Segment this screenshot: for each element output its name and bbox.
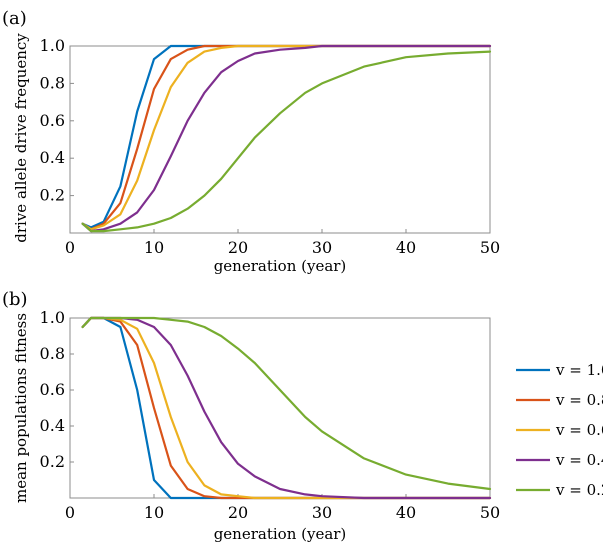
x-tick-label: 30: [312, 238, 332, 257]
panel-b: (b) 0 10 20 30 40 50 0.2 0.4 0.6 0.8 1.0 generati…: [2, 289, 500, 543]
panel-a-series: [81, 44, 492, 233]
panel-a-plot-frame: [69, 45, 491, 234]
legend-label: v = 1.0: [555, 361, 603, 379]
legend-label: v = 0.2: [555, 481, 603, 499]
legend: v = 1.0 v = 0.8 v = 0.6 v = 0.4 v = 0.2: [516, 361, 603, 499]
y-tick-label: 0.8: [40, 344, 65, 363]
x-tick-label: 20: [228, 238, 248, 257]
legend-label: v = 0.6: [555, 421, 603, 439]
y-tick-label: 0.4: [40, 148, 65, 167]
y-tick-label: 0.4: [40, 416, 65, 435]
series-line-08: [81, 316, 492, 500]
x-tick-label: 50: [480, 238, 500, 257]
series-line-06: [81, 316, 492, 500]
y-tick-label: 0.6: [40, 380, 65, 399]
panel-a-y-ticks: 0.2 0.4 0.6 0.8 1.0: [40, 36, 74, 205]
series-line-02: [81, 50, 492, 233]
legend-label: v = 0.8: [555, 391, 603, 409]
series-line-02: [81, 316, 492, 491]
x-tick-label: 20: [228, 503, 248, 522]
x-tick-label: 30: [312, 503, 332, 522]
panel-a-x-axis-label: generation (year): [214, 257, 347, 275]
panel-b-series: [81, 316, 492, 500]
series-line-04: [81, 44, 492, 233]
x-tick-label: 40: [396, 238, 416, 257]
y-tick-label: 0.6: [40, 111, 65, 130]
panel-b-plot-frame: [69, 317, 491, 499]
panel-b-y-axis-label: mean populations fitness: [12, 313, 30, 503]
panel-a-label: (a): [2, 8, 27, 29]
legend-label: v = 0.4: [555, 451, 603, 469]
y-tick-label: 1.0: [40, 36, 65, 55]
panel-a: (a) 0 10 20 30 40 50 0.2 0.4 0.6 0.8 1.0 generati…: [2, 8, 500, 275]
panel-b-x-ticks: 0 10 20 30 40 50: [65, 494, 500, 522]
y-tick-label: 0.2: [40, 186, 65, 205]
panel-a-x-ticks: 0 10 20 30 40 50: [65, 229, 500, 257]
series-line-04: [81, 316, 492, 500]
y-tick-label: 1.0: [40, 308, 65, 327]
series-line-10: [81, 44, 492, 229]
panel-a-y-axis-label: drive allele drive frequency: [12, 33, 30, 243]
y-tick-label: 0.8: [40, 73, 65, 92]
x-tick-label: 10: [144, 503, 164, 522]
panel-b-y-ticks: 0.2 0.4 0.6 0.8 1.0: [40, 308, 74, 471]
series-line-10: [81, 316, 492, 500]
x-tick-label: 0: [65, 238, 75, 257]
x-tick-label: 50: [480, 503, 500, 522]
x-tick-label: 10: [144, 238, 164, 257]
panel-b-x-axis-label: generation (year): [214, 525, 347, 543]
x-tick-label: 40: [396, 503, 416, 522]
series-line-08: [81, 44, 492, 231]
panel-b-label: (b): [2, 289, 28, 310]
series-line-06: [81, 44, 492, 231]
x-tick-label: 0: [65, 503, 75, 522]
y-tick-label: 0.2: [40, 452, 65, 471]
